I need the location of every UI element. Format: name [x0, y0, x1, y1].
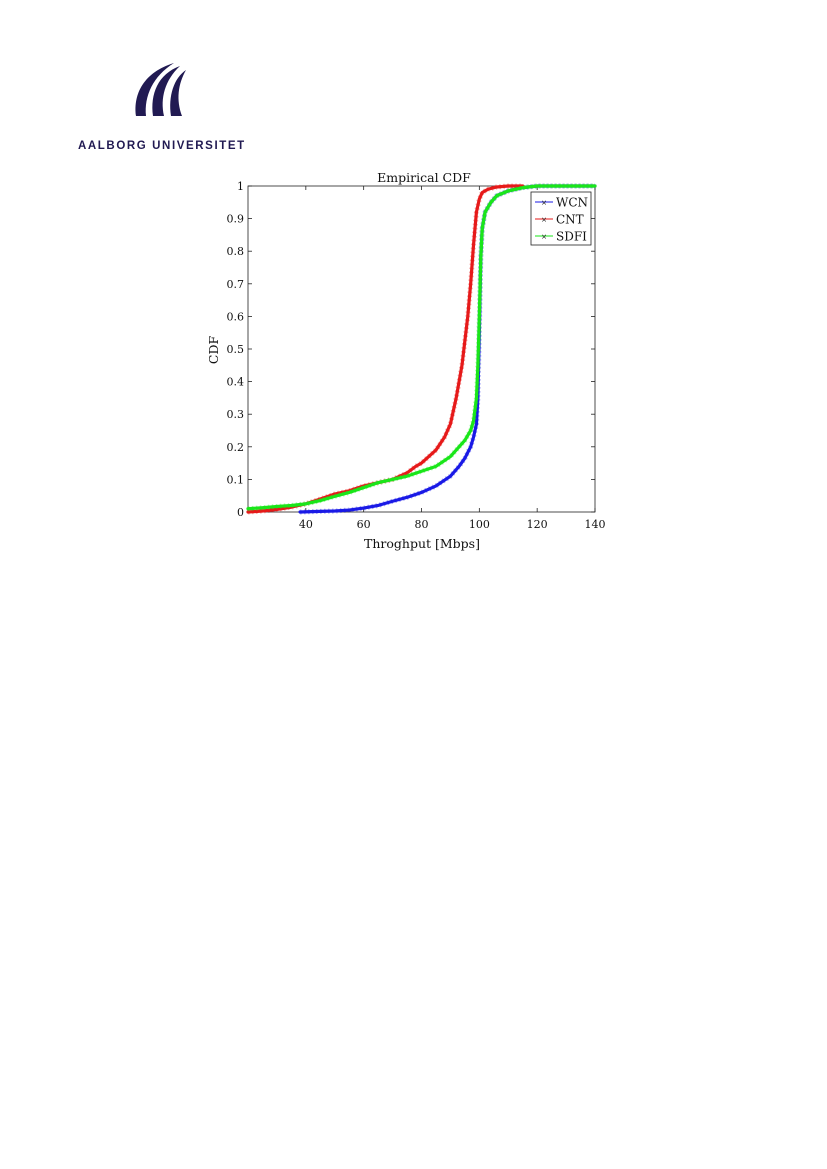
y-tick-label: 0.1 — [227, 473, 245, 486]
x-tick-label: 60 — [357, 518, 371, 531]
y-tick-label: 0 — [237, 506, 244, 519]
legend-label-cnt: CNT — [556, 213, 584, 227]
y-axis-label: CDF — [206, 336, 221, 365]
chart-title: Empirical CDF — [377, 170, 471, 185]
legend-marker-icon: × — [541, 199, 547, 207]
x-tick-label: 40 — [299, 518, 313, 531]
legend-label-sdfi: SDFI — [556, 230, 587, 244]
x-tick-label: 140 — [585, 518, 606, 531]
y-tick-label: 0.7 — [227, 278, 245, 291]
y-tick-label: 0.4 — [227, 376, 245, 389]
y-tick-label: 0.8 — [227, 245, 245, 258]
series-line-sdfi — [246, 184, 597, 511]
y-tick-label: 1 — [237, 180, 244, 193]
x-tick-label: 120 — [527, 518, 548, 531]
logo-emblem-icon — [135, 63, 186, 116]
university-logo: AALBORG UNIVERSITET — [78, 58, 258, 158]
y-tick-label: 0.5 — [227, 343, 245, 356]
x-tick-label: 80 — [415, 518, 429, 531]
y-tick-label: 0.2 — [227, 441, 245, 454]
chart-svg: Empirical CDF 0 0.1 0.2 0.3 0.4 0.5 0.6 0.7 0.8 0… — [206, 170, 606, 551]
y-tick-label: 0.6 — [227, 310, 245, 323]
legend: × WCN × CNT × SDFI — [530, 191, 592, 246]
university-name: AALBORG UNIVERSITET — [78, 140, 246, 152]
legend-marker-icon: × — [541, 216, 547, 224]
y-tick-label: 0.3 — [227, 408, 245, 421]
cdf-chart: Empirical CDF 0 0.1 0.2 0.3 0.4 0.5 0.6 0.7 0.8 0… — [195, 165, 615, 569]
y-tick-label: 0.9 — [227, 213, 245, 226]
x-tick-label: 100 — [469, 518, 490, 531]
legend-label-wcn: WCN — [556, 196, 588, 210]
x-axis-label: Throghput [Mbps] — [364, 536, 480, 551]
series-markers-sdfi — [247, 183, 595, 512]
legend-marker-icon: × — [541, 233, 547, 241]
series-markers-wcn — [299, 183, 595, 515]
